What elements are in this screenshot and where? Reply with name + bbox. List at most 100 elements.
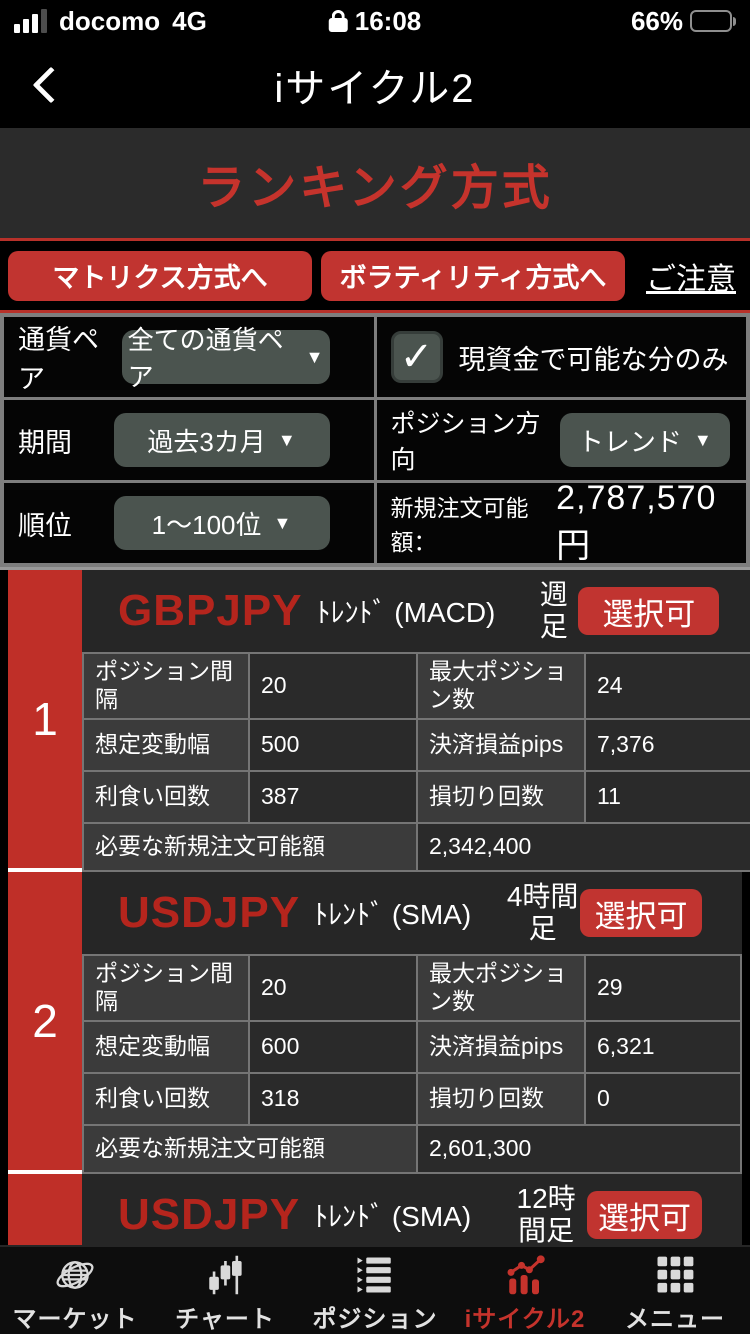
rank-number: 1	[8, 570, 82, 872]
signal-bars-icon	[14, 9, 47, 33]
field-value: 0	[586, 1074, 740, 1124]
tab-label: マーケット	[12, 1306, 138, 1333]
field-value: 6,321	[586, 1022, 740, 1072]
checkmark-icon: ✓	[399, 335, 434, 379]
currency-pair-value: 全ての通貨ペア	[127, 325, 284, 392]
field-value: 318	[250, 1074, 416, 1124]
currency-pair-name: USDJPY	[118, 888, 301, 937]
card-header: USDJPY ﾄﾚﾝﾄﾞ (SMA) 4時間足 選択可	[82, 872, 742, 954]
logic-label: ﾄﾚﾝﾄﾞ (SMA)	[314, 899, 472, 930]
field-label: 決済損益pips	[418, 1022, 584, 1072]
select-button[interactable]: 選択可	[578, 587, 720, 635]
timeframe-label: 4時間足	[506, 880, 579, 944]
tab-label: ポジション	[312, 1306, 438, 1333]
volatility-mode-button[interactable]: ボラティリティ方式へ	[321, 250, 625, 301]
chevron-down-icon: ▼	[277, 429, 296, 450]
tab-label: メニュー	[625, 1306, 725, 1333]
available-amount-value: 2,787,570円	[556, 479, 717, 565]
timeframe-label: 週足	[539, 578, 568, 642]
rank-number: 2	[8, 872, 82, 1174]
back-chevron-icon	[32, 66, 70, 104]
period-label: 期間	[18, 427, 72, 458]
notice-link[interactable]: ご注意	[646, 262, 736, 296]
select-button[interactable]: 選択可	[580, 889, 702, 937]
ranking-card: USDJPY ﾄﾚﾝﾄﾞ (SMA) 12時間足 選択可	[0, 1174, 750, 1245]
available-amount-cell: 新規注文可能額： 2,787,570円	[376, 479, 746, 565]
field-value: 500	[250, 720, 416, 770]
field-value: 387	[250, 772, 416, 822]
ranking-list: 1 GBPJPY ﾄﾚﾝﾄﾞ (MACD) 週足 選択可 ポジション間隔 20 …	[0, 567, 750, 1245]
field-label: 想定変動幅	[84, 720, 248, 770]
timeframe-label: 12時間足	[516, 1182, 576, 1245]
field-value: 20	[250, 654, 416, 718]
currency-pair-name: GBPJPY	[118, 586, 303, 635]
tab-label: チャート	[175, 1306, 275, 1333]
network-label: 4G	[172, 5, 207, 36]
tab-chart[interactable]: チャート	[150, 1247, 300, 1334]
field-value: 11	[586, 772, 750, 822]
required-amount-value: 2,342,400	[418, 824, 750, 870]
tab-position[interactable]: ポジション	[300, 1247, 450, 1334]
filter-panel: 通貨ペア 全ての通貨ペア ▼ ✓ 現資金で可能な分のみ 期間 過去3カ月 ▼ ポ…	[0, 313, 750, 567]
field-value: 600	[250, 1022, 416, 1072]
tab-menu[interactable]: メニュー	[600, 1247, 750, 1334]
field-label: 最大ポジション数	[418, 956, 584, 1020]
rank-number	[8, 1174, 82, 1245]
currency-pair-name: USDJPY	[118, 1190, 301, 1239]
mode-switch-row: マトリクス方式へ ボラティリティ方式へ ご注意	[0, 241, 750, 313]
menu-grid-icon	[657, 1256, 694, 1293]
select-button[interactable]: 選択可	[586, 1191, 702, 1239]
candlestick-chart-icon	[209, 1255, 242, 1295]
cash-only-cell: ✓ 現資金で可能な分のみ	[376, 317, 746, 397]
required-amount-value: 2,601,300	[418, 1126, 740, 1172]
rank-range-value: 1〜100位	[151, 509, 262, 540]
matrix-mode-button[interactable]: マトリクス方式へ	[8, 250, 312, 301]
field-value: 29	[586, 956, 740, 1020]
battery-percent-label: 66%	[630, 5, 683, 36]
currency-pair-dropdown[interactable]: 全ての通貨ペア ▼	[121, 325, 330, 392]
period-cell: 期間 過去3カ月 ▼	[4, 400, 374, 480]
field-label: 損切り回数	[418, 772, 584, 822]
chevron-down-icon: ▼	[693, 429, 712, 450]
currency-pair-label: 通貨ペア	[18, 325, 99, 394]
tab-icycle2[interactable]: iサイクル2	[450, 1247, 600, 1334]
rank-range-dropdown[interactable]: 1〜100位 ▼	[113, 496, 330, 550]
field-label: 決済損益pips	[418, 720, 584, 770]
cash-only-checkbox[interactable]: ✓	[390, 331, 443, 383]
rank-range-cell: 順位 1〜100位 ▼	[4, 483, 374, 563]
cash-only-label: 現資金で可能な分のみ	[458, 344, 729, 375]
position-direction-value: トレンド	[577, 426, 682, 457]
position-direction-dropdown[interactable]: トレンド ▼	[559, 413, 730, 467]
period-dropdown[interactable]: 過去3カ月 ▼	[113, 413, 330, 467]
icycle-chart-icon	[507, 1255, 545, 1295]
ranking-method-title: ランキング方式	[197, 162, 553, 215]
tab-label: iサイクル2	[464, 1306, 586, 1333]
logic-label: ﾄﾚﾝﾄﾞ (MACD)	[316, 597, 496, 628]
position-direction-label: ポジション方向	[390, 410, 541, 474]
required-amount-label: 必要な新規注文可能額	[84, 824, 416, 870]
ranking-method-band: ランキング方式	[0, 128, 750, 241]
field-value: 24	[586, 654, 750, 718]
tab-market[interactable]: マーケット	[0, 1247, 150, 1334]
required-amount-label: 必要な新規注文可能額	[84, 1126, 416, 1172]
field-label: 損切り回数	[418, 1074, 584, 1124]
battery-icon	[690, 10, 736, 32]
position-direction-cell: ポジション方向 トレンド ▼	[376, 400, 746, 480]
field-label: ポジション間隔	[84, 654, 248, 718]
position-list-icon	[357, 1257, 391, 1293]
globe-icon	[56, 1261, 94, 1289]
available-amount-label: 新規注文可能額：	[390, 495, 529, 555]
card-header: USDJPY ﾄﾚﾝﾄﾞ (SMA) 12時間足 選択可	[82, 1174, 742, 1245]
field-value: 20	[250, 956, 416, 1020]
ranking-card: 2 USDJPY ﾄﾚﾝﾄﾞ (SMA) 4時間足 選択可 ポジション間隔 20…	[0, 872, 750, 1174]
chevron-down-icon: ▼	[305, 346, 324, 367]
lock-icon	[328, 10, 348, 32]
rank-range-label: 順位	[18, 510, 72, 541]
field-value: 7,376	[586, 720, 750, 770]
clock-label: 16:08	[354, 5, 422, 36]
field-label: 最大ポジション数	[418, 654, 584, 718]
back-button[interactable]	[16, 42, 76, 128]
nav-bar: iサイクル2	[0, 42, 750, 128]
carrier-label: docomo	[59, 5, 161, 36]
field-label: 利食い回数	[84, 772, 248, 822]
